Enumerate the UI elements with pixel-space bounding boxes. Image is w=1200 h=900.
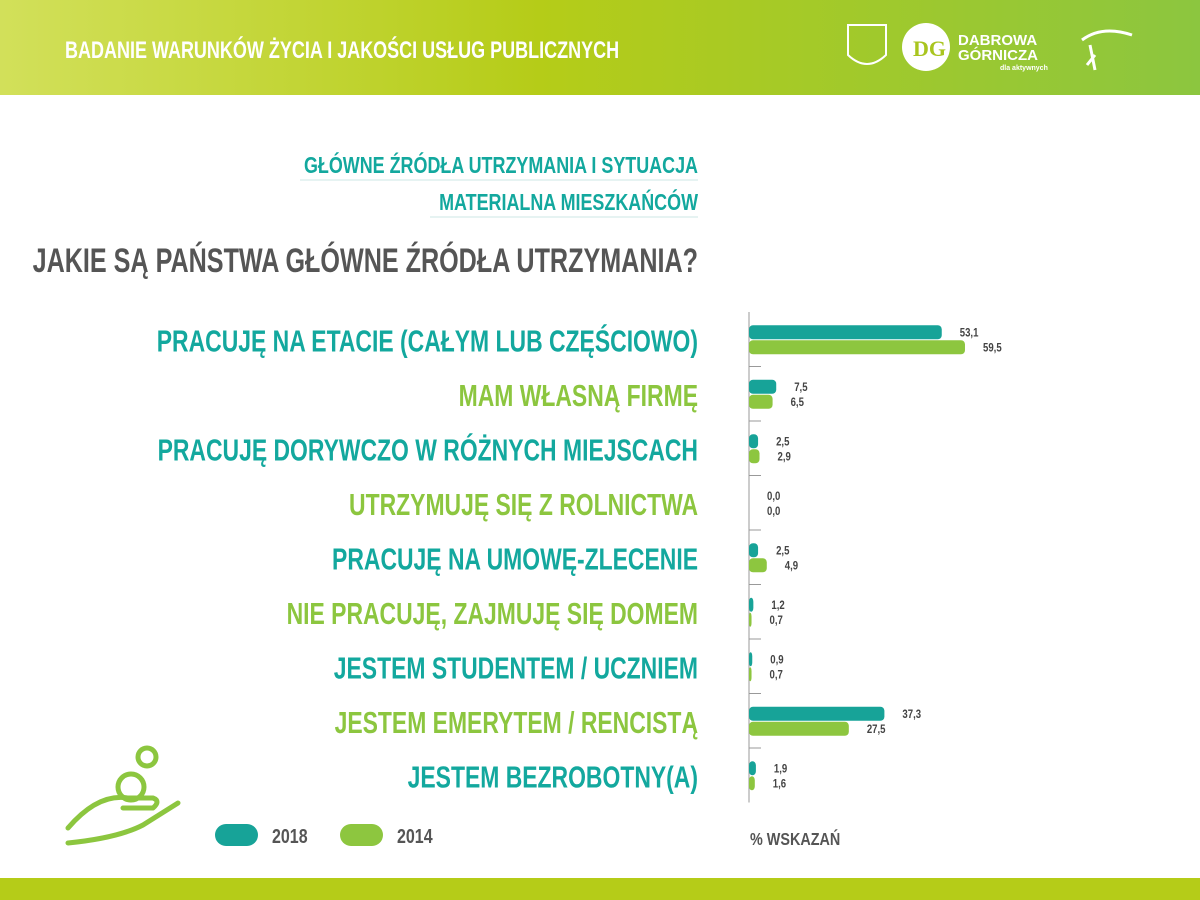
value-label: 0,7 [770,668,783,681]
logo-tagline: dla aktywnych [1000,65,1048,72]
category-label: NIE PRACUJĘ, ZAJMUJĘ SIĘ DOMEM [287,595,698,630]
legend-swatch [215,824,258,846]
bar [749,761,756,776]
bar [749,325,942,340]
value-label: 1,2 [771,599,784,612]
bar [749,543,759,558]
value-label: 6,5 [791,396,804,409]
value-label: 27,5 [867,723,886,736]
value-label: 1,9 [774,762,787,775]
header-bar [0,0,1200,95]
value-label: 0,0 [767,490,780,503]
bar [749,340,965,355]
value-label: 1,6 [773,777,786,790]
value-label: 2,5 [776,544,789,557]
chart-title: JAKIE SĄ PAŃSTWA GŁÓWNE ŹRÓDŁA UTRZYMANI… [33,241,698,280]
bar [749,449,760,464]
category-label: PRACUJĘ NA ETACIE (CAŁYM LUB CZĘŚCIOWO) [157,323,698,358]
unit-label: % WSKAZAŃ [750,828,840,849]
category-label: JESTEM STUDENTEM / UCZNIEM [334,650,698,685]
category-label: UTRZYMUJĘ SIĘ Z ROLNICTWA [349,486,698,521]
section-title: GŁÓWNE ŹRÓDŁA UTRZYMANIA I SYTUACJA [304,152,698,179]
bar [749,558,767,573]
bar [749,652,753,667]
bar [749,667,752,682]
bar [749,394,773,409]
legend-label: 2018 [272,825,308,847]
value-label: 2,5 [776,435,789,448]
logo-text: GÓRNICZA [958,46,1038,64]
category-label: JESTEM EMERYTEM / RENCISTĄ [335,704,698,739]
category-label: MAM WŁASNĄ FIRMĘ [459,377,698,412]
hand-icon [65,745,181,846]
legend-swatch [340,824,383,846]
value-label: 2,9 [778,450,791,463]
value-label: 59,5 [983,341,1002,354]
header-title: BADANIE WARUNKÓW ŻYCIA I JAKOŚCI USŁUG P… [65,35,619,63]
value-label: 7,5 [794,381,807,394]
bar [749,706,885,721]
footer-bar [0,878,1200,900]
category-label: JESTEM BEZROBOTNY(A) [408,759,698,794]
bar [749,597,754,612]
bar [749,434,759,449]
logos: DG DABROWA GÓRNICZA dla aktywnych [847,23,1133,72]
value-label: 0,7 [770,614,783,627]
svg-text:DG: DG [913,36,946,61]
category-label: PRACUJĘ DORYWCZO W RÓŻNYCH MIEJSCACH [158,432,698,467]
legend-label: 2014 [397,825,433,847]
bar [749,721,849,736]
value-label: 53,1 [960,326,979,339]
value-label: 0,9 [770,653,783,666]
value-label: 37,3 [902,708,921,721]
category-label: PRACUJĘ NA UMOWĘ-ZLECENIE [332,541,698,576]
bar [749,776,755,791]
value-label: 4,9 [785,559,798,572]
logo-text: DABROWA [958,32,1037,49]
bar [749,379,777,394]
value-label: 0,0 [767,505,780,518]
section-title: MATERIALNA MIESZKAŃCÓW [439,189,698,216]
bar [749,612,752,627]
